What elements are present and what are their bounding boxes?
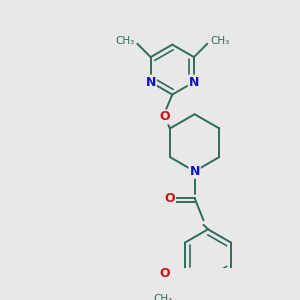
Text: CH₃: CH₃ [154,293,173,300]
Text: N: N [146,76,156,88]
Text: N: N [189,76,199,88]
Text: O: O [164,192,175,205]
Text: CH₃: CH₃ [116,36,135,46]
Text: CH₃: CH₃ [210,36,229,46]
Text: N: N [189,165,200,178]
Text: O: O [160,267,170,280]
Text: O: O [160,110,170,123]
